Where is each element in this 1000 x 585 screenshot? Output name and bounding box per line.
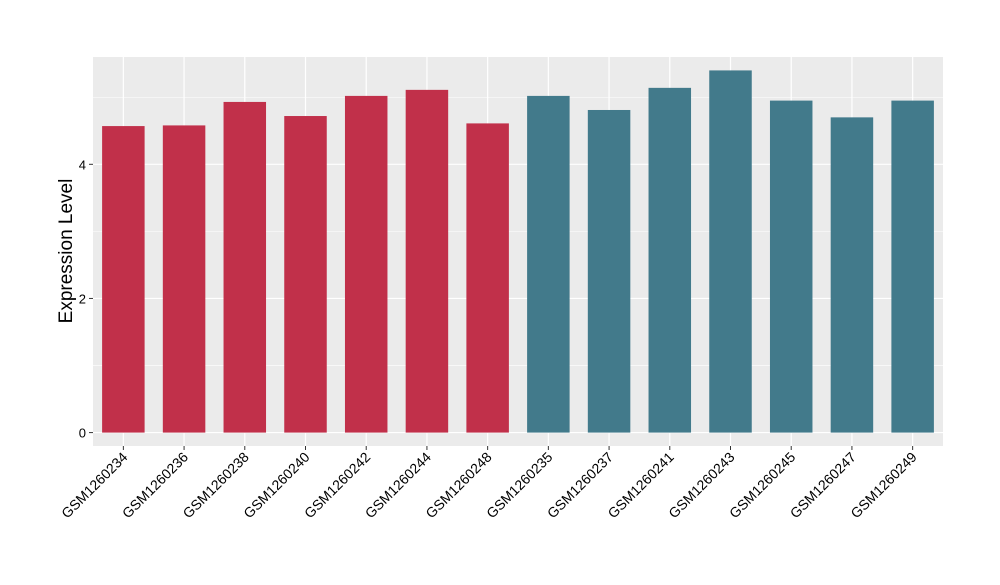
plot-panel xyxy=(93,57,943,446)
bar xyxy=(830,117,874,433)
bar xyxy=(769,100,813,433)
y-axis-ticks: 0 2 4 xyxy=(79,157,93,441)
bar xyxy=(102,126,145,433)
bars xyxy=(102,70,934,433)
x-axis-ticks: GSM1260234GSM1260236GSM1260238GSM1260240… xyxy=(58,446,920,521)
y-tick-label: 2 xyxy=(79,291,86,306)
y-tick-label: 0 xyxy=(79,426,86,441)
bar xyxy=(223,101,267,433)
bar xyxy=(527,95,570,433)
bar xyxy=(162,125,206,433)
bar xyxy=(709,70,752,433)
y-tick-label: 4 xyxy=(79,157,86,172)
bar xyxy=(648,87,692,433)
bar xyxy=(405,89,449,433)
bar xyxy=(466,123,509,433)
bar xyxy=(891,100,934,433)
bar xyxy=(284,116,327,433)
y-axis-label: Expression Level xyxy=(56,179,77,324)
bar xyxy=(587,109,631,433)
bar xyxy=(344,95,388,433)
